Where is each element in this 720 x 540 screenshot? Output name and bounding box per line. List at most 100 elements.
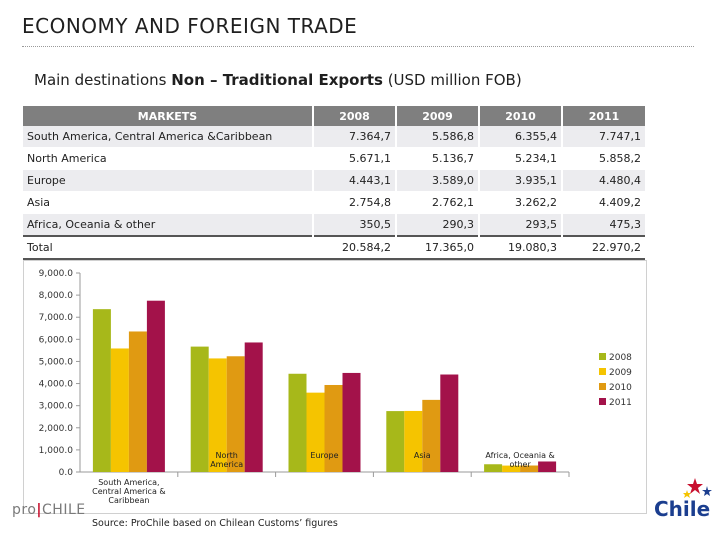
value-cell: 5.671,1	[312, 147, 396, 170]
bar-2008	[92, 309, 111, 472]
bar-2010	[128, 331, 147, 472]
table-row: North America 5.671,1 5.136,7 5.234,1 5.…	[23, 147, 645, 170]
value-cell: 475,3	[561, 213, 645, 237]
bar-2009	[502, 465, 521, 472]
value-cell: 4.480,4	[561, 169, 645, 192]
legend-swatch-2008	[599, 353, 606, 360]
bar-2009	[208, 358, 227, 472]
x-category-label: North America	[210, 451, 243, 469]
bar-2008	[190, 346, 209, 472]
bar-2010	[226, 356, 245, 472]
value-cell: 293,5	[478, 213, 562, 237]
total-cell: 20.584,2	[312, 235, 396, 260]
col-header-2008: 2008	[313, 106, 397, 126]
source-note: Source: ProChile based on Chilean Custom…	[92, 518, 338, 529]
chile-logo-text: Chile	[654, 497, 711, 521]
value-cell: 5.136,7	[395, 147, 479, 170]
value-cell: 3.935,1	[478, 169, 562, 192]
value-cell: 5.858,2	[561, 147, 645, 170]
total-cell: 19.080,3	[478, 235, 562, 260]
table-row: Europe 4.443,1 3.589,0 3.935,1 4.480,4	[23, 169, 645, 192]
y-tick-label: 8,000.0	[39, 291, 74, 301]
legend-label-2009: 2009	[609, 368, 632, 378]
subtitle-bold: Non – Traditional Exports	[171, 71, 383, 89]
y-tick-label: 1,000.0	[39, 446, 74, 456]
y-tick-label: 5,000.0	[39, 357, 74, 367]
legend-label-2008: 2008	[609, 353, 632, 363]
value-cell: 2.762,1	[395, 191, 479, 214]
legend-swatch-2009	[599, 368, 606, 375]
bar-2009	[110, 348, 129, 472]
market-name: Asia	[23, 191, 313, 214]
table-subtitle: Main destinations Non – Traditional Expo…	[34, 71, 522, 89]
market-name: Africa, Oceania & other	[23, 213, 313, 237]
bar-2011	[146, 300, 165, 472]
x-category-label: Europe	[310, 451, 338, 460]
x-category-label: Asia	[414, 451, 431, 460]
chart-frame	[23, 260, 647, 514]
legend-swatch-2010	[599, 383, 606, 390]
value-cell: 3.589,0	[395, 169, 479, 192]
legend-label-2010: 2010	[609, 383, 632, 393]
bar-2008	[484, 464, 503, 472]
prochile-logo-pro: pro	[12, 502, 37, 518]
bar-chart: 0.0 1,000.0 2,000.0 3,000.0 4,000.0 5,000.0 6,…	[39, 269, 633, 505]
table-row: Africa, Oceania & other 350,5 290,3 293,…	[23, 213, 645, 237]
col-header-markets: MARKETS	[23, 106, 314, 126]
legend-swatch-2011	[599, 398, 606, 405]
page-title: ECONOMY AND FOREIGN TRADE	[22, 14, 358, 38]
bar-2011	[244, 342, 263, 472]
y-tick-label: 6,000.0	[39, 335, 74, 345]
value-cell: 5.586,8	[395, 126, 479, 148]
table-total-row: Total 20.584,2 17.365,0 19.080,3 22.970,…	[23, 235, 645, 260]
bar-2009	[306, 392, 325, 472]
total-cell: 22.970,2	[561, 235, 645, 260]
table-row: South America, Central America &Caribbea…	[23, 126, 645, 148]
bar-2010	[422, 399, 441, 472]
total-cell: 17.365,0	[395, 235, 479, 260]
col-header-2009: 2009	[396, 106, 480, 126]
chile-star-logo-icon	[683, 478, 712, 498]
total-label: Total	[23, 235, 313, 260]
value-cell: 7.364,7	[312, 126, 396, 148]
bar-2011	[538, 461, 557, 472]
value-cell: 4.409,2	[561, 191, 645, 214]
bar-2010	[520, 465, 539, 472]
y-tick-label: 9,000.0	[39, 269, 74, 279]
value-cell: 2.754,8	[312, 191, 396, 214]
table-row: Asia 2.754,8 2.762,1 3.262,2 4.409,2	[23, 191, 645, 214]
y-tick-label: 2,000.0	[39, 424, 74, 434]
table-header-row: MARKETS 2008 2009 2010 2011	[23, 106, 645, 126]
prochile-logo-chile: CHILE	[42, 502, 86, 518]
value-cell: 290,3	[395, 213, 479, 237]
x-category-label: South America, Central America & Caribbean	[92, 478, 165, 505]
bar-2009	[404, 410, 423, 472]
bar-2008	[386, 411, 405, 472]
legend-label-2011: 2011	[609, 398, 632, 408]
bar-2011	[342, 372, 361, 472]
y-tick-label: 4,000.0	[39, 380, 74, 390]
value-cell: 5.234,1	[478, 147, 562, 170]
title-divider	[22, 46, 694, 47]
prochile-logo: pro|CHILE	[12, 502, 86, 518]
market-name: South America, Central America &Caribbea…	[23, 126, 313, 148]
value-cell: 4.443,1	[312, 169, 396, 192]
y-tick-label: 0.0	[59, 468, 74, 478]
value-cell: 3.262,2	[478, 191, 562, 214]
y-tick-label: 7,000.0	[39, 313, 74, 323]
market-name: North America	[23, 147, 313, 170]
bar-2008	[288, 373, 307, 472]
value-cell: 6.355,4	[478, 126, 562, 148]
bar-2011	[440, 374, 459, 472]
col-header-2011: 2011	[562, 106, 645, 126]
value-cell: 350,5	[312, 213, 396, 237]
value-cell: 7.747,1	[561, 126, 645, 148]
x-category-label: Africa, Oceania & other	[485, 451, 554, 469]
subtitle-prefix: Main destinations	[34, 71, 172, 89]
subtitle-suffix: (USD million FOB)	[382, 71, 522, 89]
col-header-2010: 2010	[479, 106, 563, 126]
y-tick-label: 3,000.0	[39, 402, 74, 412]
market-name: Europe	[23, 169, 313, 192]
markets-table: MARKETS 2008 2009 2010 2011 South Americ…	[23, 106, 645, 260]
bar-2010	[324, 384, 343, 472]
